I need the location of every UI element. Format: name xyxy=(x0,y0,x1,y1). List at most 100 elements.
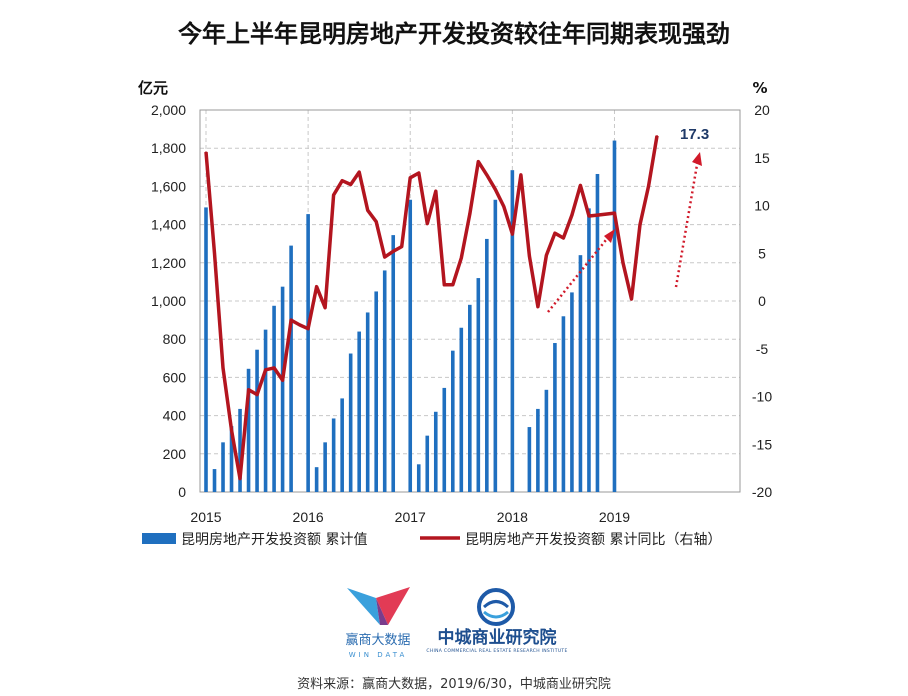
left-tick-label: 800 xyxy=(163,331,187,347)
x-tick-label: 2019 xyxy=(599,509,630,525)
win-data-logo-en: WIN DATA xyxy=(349,651,407,659)
bar-2017-08 xyxy=(468,304,472,492)
win-data-logo-mark-right xyxy=(376,587,410,625)
line-point-2017-11 xyxy=(494,188,497,191)
right-tick-label: -15 xyxy=(752,436,772,452)
source-note: 资料来源：赢商大数据，2019/6/30，中城商业研究院 xyxy=(297,676,611,692)
bar-2015-11 xyxy=(289,245,293,492)
left-tick-label: 1,200 xyxy=(151,255,186,271)
line-point-2018-11 xyxy=(596,214,599,216)
line-point-2015-03 xyxy=(222,367,224,369)
line-point-2017-04 xyxy=(434,190,437,192)
bar-2017-10 xyxy=(485,238,489,492)
line-point-2016-12 xyxy=(400,245,403,248)
line-point-2016-11 xyxy=(392,250,395,253)
x-tick-label: 2016 xyxy=(293,509,324,525)
line-point-2015-09 xyxy=(273,367,275,369)
x-tick-label: 2015 xyxy=(190,509,221,525)
line-point-2018-01 xyxy=(511,233,514,235)
bar-2016-11 xyxy=(391,235,396,493)
right-tick-label: 5 xyxy=(758,245,766,261)
line-point-2019-04 xyxy=(639,223,641,226)
line-point-2017-03 xyxy=(426,222,429,225)
bar-series xyxy=(204,140,617,493)
line-point-2015-06 xyxy=(247,389,250,391)
bar-2018-06 xyxy=(553,343,557,492)
bar-2016-10 xyxy=(382,270,387,492)
bar-2016-02 xyxy=(314,467,319,492)
line-point-2017-12 xyxy=(503,205,505,208)
win-data-logo-mark-left xyxy=(347,588,380,625)
line-point-2018-10 xyxy=(588,215,590,217)
bar-2017-04 xyxy=(433,411,438,492)
annotations: 17.3 xyxy=(547,126,709,313)
bar-2015-02 xyxy=(212,469,217,492)
line-point-2017-01 xyxy=(409,177,412,179)
bar-2016-05 xyxy=(340,398,344,492)
line-point-2017-05 xyxy=(443,283,446,286)
line-point-2019-01 xyxy=(613,212,616,214)
right-tick-label: 20 xyxy=(754,102,770,118)
line-point-2016-04 xyxy=(332,194,335,196)
bar-2017-01 xyxy=(408,199,413,492)
ccrri-logo-en: CHINA COMMERCIAL REAL ESTATE RESEARCH IN… xyxy=(426,648,567,654)
bar-2015-04 xyxy=(229,426,234,492)
bar-2015-08 xyxy=(263,329,268,492)
legend-label-bar: 昆明房地产开发投资额 累计值 xyxy=(181,532,367,548)
line-point-2018-08 xyxy=(571,214,573,216)
right-tick-label: 0 xyxy=(758,293,766,309)
bar-2019-01 xyxy=(612,140,617,492)
line-point-2016-08 xyxy=(366,209,369,212)
line-point-2016-01 xyxy=(307,327,309,330)
bar-2018-11 xyxy=(595,173,600,493)
line-point-2015-11 xyxy=(290,319,292,321)
trend-arrow-2018 xyxy=(547,234,611,313)
right-tick-label: -20 xyxy=(752,484,772,500)
bar-2016-09 xyxy=(374,291,378,492)
left-axis-unit: 亿元 xyxy=(138,79,168,97)
line-series xyxy=(204,134,659,481)
line-point-2017-06 xyxy=(451,283,454,286)
line-point-2016-10 xyxy=(383,256,386,258)
x-axis: 2015 2016 2017 2018 2019 xyxy=(190,509,630,525)
bar-2018-04 xyxy=(536,408,540,492)
right-axis-unit: % xyxy=(752,79,767,97)
line-point-2015-01 xyxy=(205,151,207,153)
line-point-2017-08 xyxy=(469,213,471,215)
chart-title: 今年上半年昆明房地产开发投资较往年同期表现强劲 xyxy=(178,20,730,48)
bar-2016-01 xyxy=(306,214,310,492)
line-point-2018-05 xyxy=(545,254,548,256)
bar-2015-05 xyxy=(238,408,242,492)
ccrri-logo-arc-top xyxy=(482,600,510,609)
bar-2017-03 xyxy=(425,435,430,492)
left-tick-label: 200 xyxy=(163,446,187,462)
left-tick-label: 1,800 xyxy=(151,140,186,156)
line-point-2016-07 xyxy=(358,171,360,173)
bar-2015-06 xyxy=(246,368,251,492)
bar-2015-01 xyxy=(204,207,208,492)
line-point-2017-09 xyxy=(477,160,480,163)
bar-2018-05 xyxy=(544,389,549,492)
line-point-2018-02 xyxy=(520,174,522,176)
legend: 昆明房地产开发投资额 累计值 昆明房地产开发投资额 累计同比（右轴） xyxy=(142,532,721,548)
line-point-2018-09 xyxy=(579,184,582,187)
line-point-2017-07 xyxy=(460,257,463,259)
line-point-2015-02 xyxy=(213,252,216,255)
ccrri-logo: 中城商业研究院 CHINA COMMERCIAL REAL ESTATE RES… xyxy=(426,588,567,654)
bar-2015-10 xyxy=(280,286,285,492)
line-point-2015-08 xyxy=(264,368,267,371)
bar-2017-09 xyxy=(476,278,481,492)
trend-arrow-head-2019 xyxy=(692,152,702,166)
line-point-2018-03 xyxy=(528,255,531,257)
line-point-2015-10 xyxy=(281,379,284,382)
bar-2015-09 xyxy=(272,305,276,492)
left-tick-label: 2,000 xyxy=(151,102,186,118)
line-point-2018-06 xyxy=(554,232,556,234)
line-point-2019-03 xyxy=(630,298,633,300)
x-tick-label: 2018 xyxy=(497,509,528,525)
annotation-label-17-3: 17.3 xyxy=(680,126,709,143)
line-point-2015-12 xyxy=(298,324,301,326)
bar-2016-04 xyxy=(331,418,336,492)
left-tick-label: 0 xyxy=(178,484,186,500)
